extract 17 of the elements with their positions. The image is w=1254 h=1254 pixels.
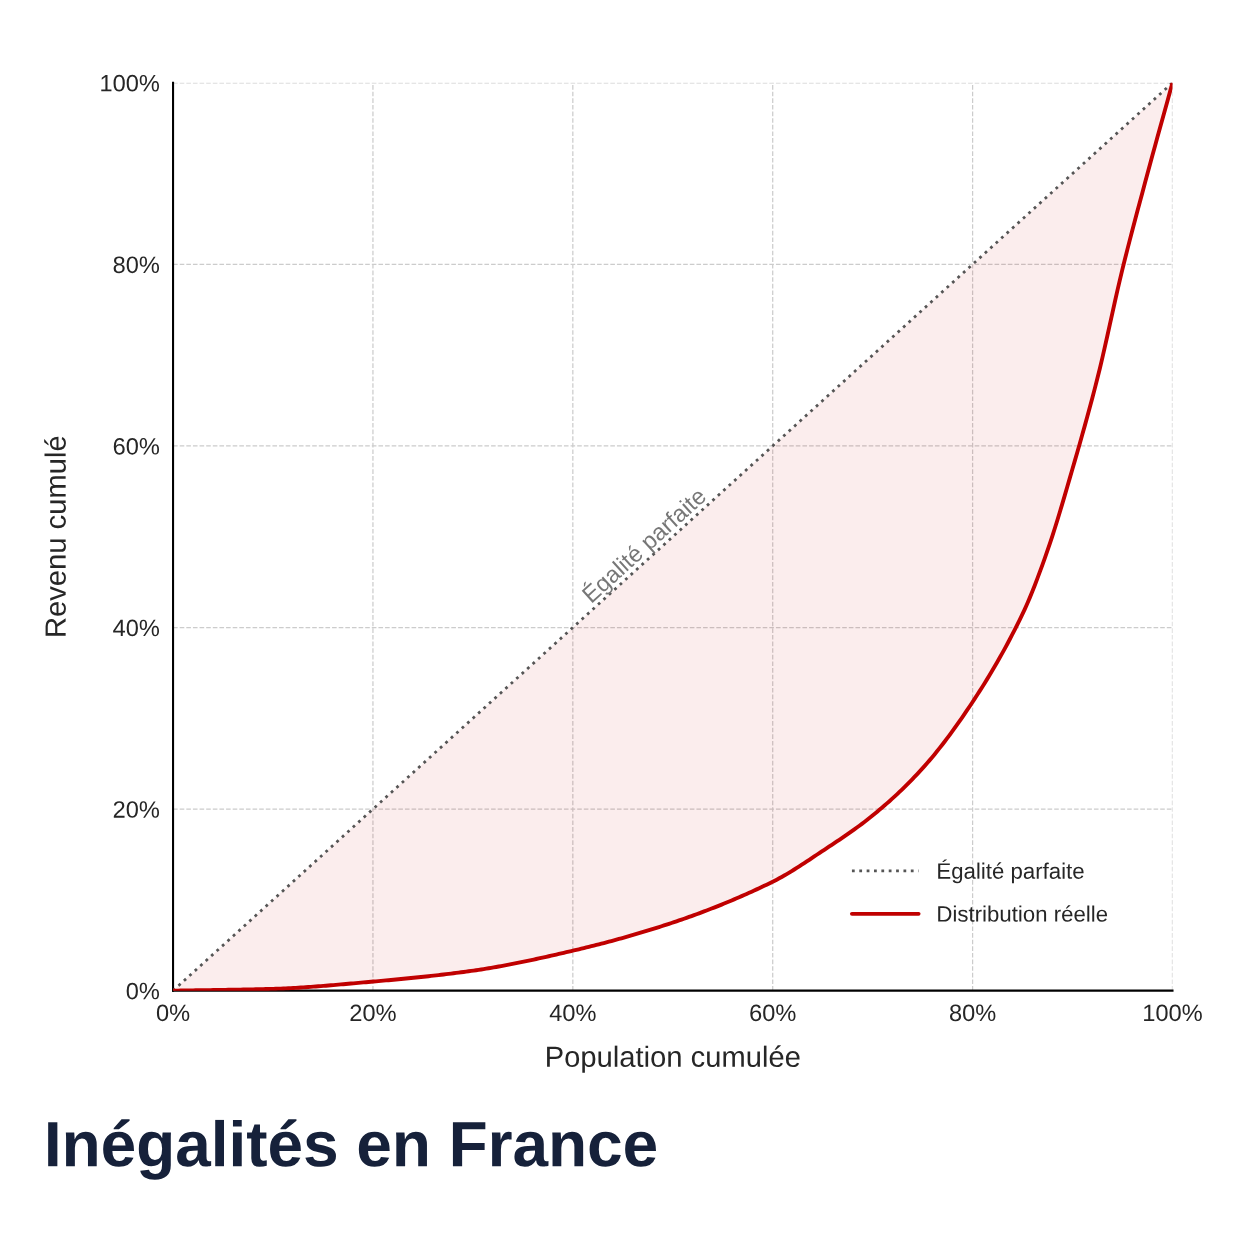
legend-label: Égalité parfaite <box>938 859 1084 884</box>
x-tick-label: 60% <box>750 1004 796 1022</box>
y-tick-label: 80% <box>113 256 160 274</box>
legend-label: Distribution réelle <box>938 905 1108 922</box>
y-tick-label: 100% <box>101 74 160 92</box>
y-tick-label: 60% <box>113 437 160 455</box>
text: Inégalités en France <box>48 1119 656 1180</box>
x-tick-label: 40% <box>549 1004 596 1022</box>
x-axis-title: Population cumulée <box>547 1045 800 1073</box>
x-tick-label: 20% <box>350 1004 396 1022</box>
x-tick-label: 100% <box>1144 1004 1202 1022</box>
y-axis-title: Revenu cumulé <box>44 436 66 636</box>
y-tick-label: 40% <box>113 619 160 637</box>
y-tick-label: 20% <box>113 801 160 818</box>
x-tick-label: 0% <box>156 1004 190 1022</box>
x-tick-label: 80% <box>950 1004 996 1022</box>
y-tick-label: 0% <box>126 982 160 1000</box>
